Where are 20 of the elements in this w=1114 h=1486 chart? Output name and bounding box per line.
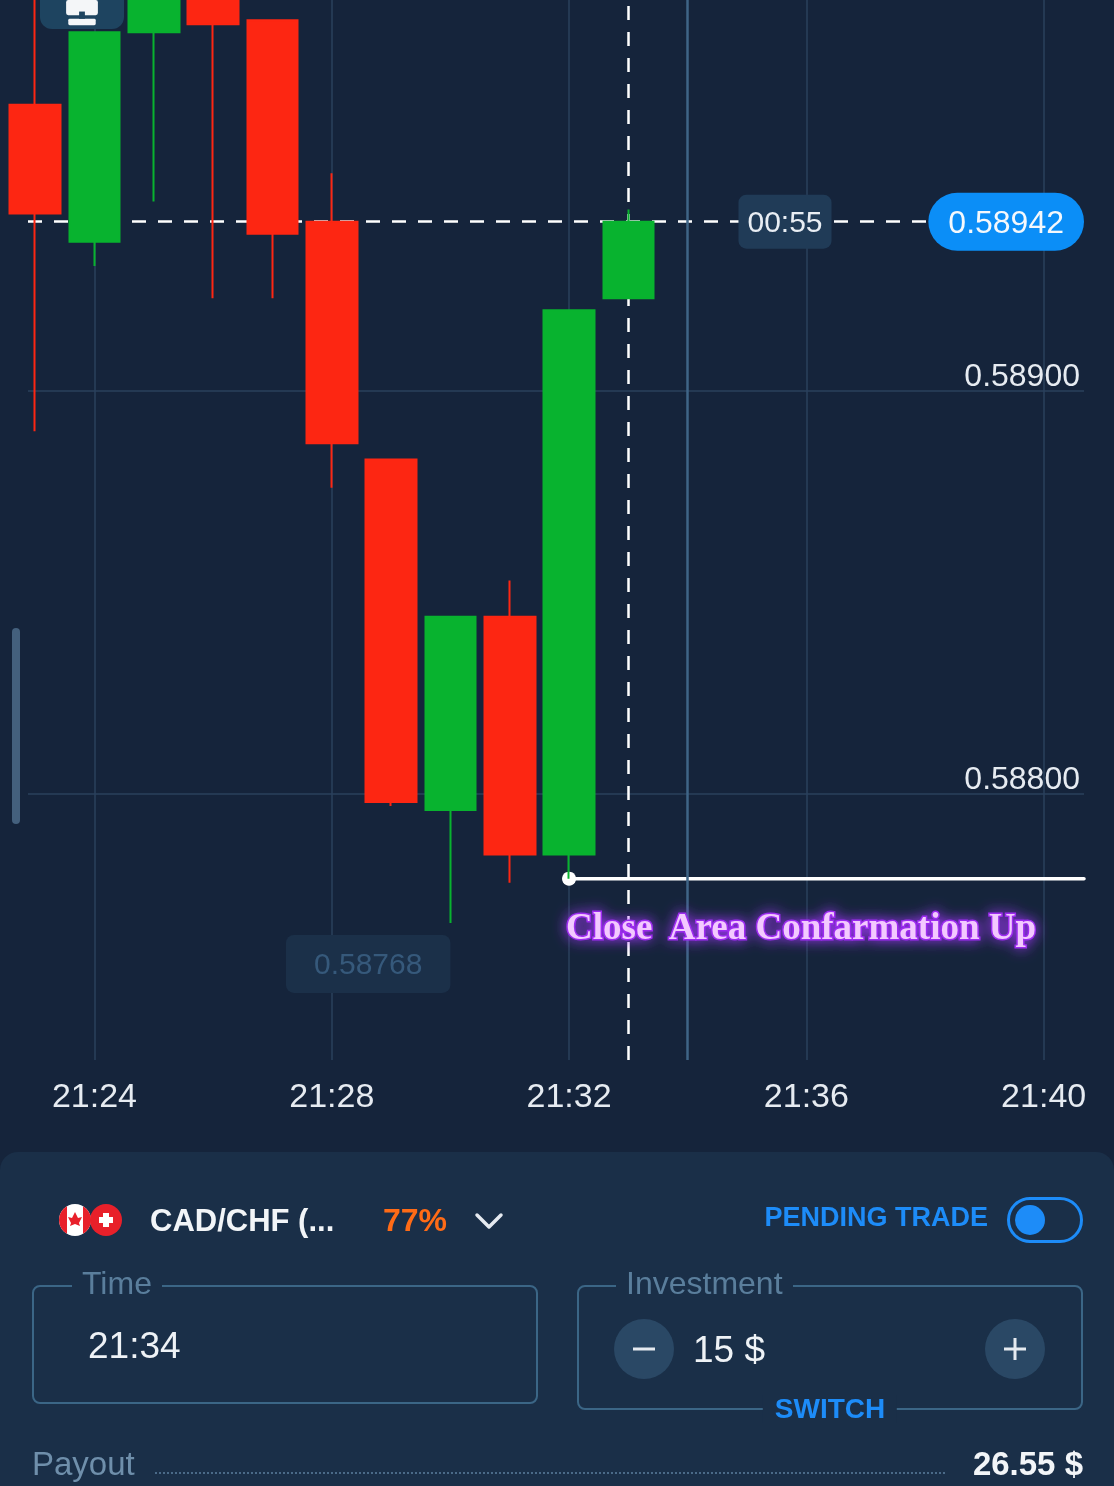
y-tick-label: 0.58900: [964, 356, 1080, 393]
annotation: 00:55: [747, 205, 823, 239]
x-tick-label: 21:24: [51, 1076, 137, 1114]
text: CAD/CHF (...: [150, 1202, 335, 1238]
annotation: Close Area Confarmation Up: [566, 906, 1037, 948]
text: Time: [72, 1265, 162, 1301]
text: 21:34: [88, 1324, 181, 1366]
x-tick-label: 21:28: [289, 1076, 375, 1114]
x-tick-label: 21:32: [526, 1076, 612, 1114]
text: 26.55 $: [972, 1444, 1083, 1482]
text: SWITCH: [762, 1393, 898, 1424]
text: 15 $: [693, 1328, 766, 1370]
y-tick-label: 0.58800: [964, 759, 1080, 796]
text: 77%: [383, 1202, 448, 1238]
ref-line-label: 0.58942: [948, 203, 1064, 240]
text: PENDING TRADE: [764, 1201, 988, 1232]
x-tick-label: 21:36: [763, 1076, 849, 1114]
x-tick-label: 21:40: [1001, 1076, 1087, 1114]
text: Payout: [32, 1444, 135, 1482]
text: Investment: [616, 1265, 793, 1301]
